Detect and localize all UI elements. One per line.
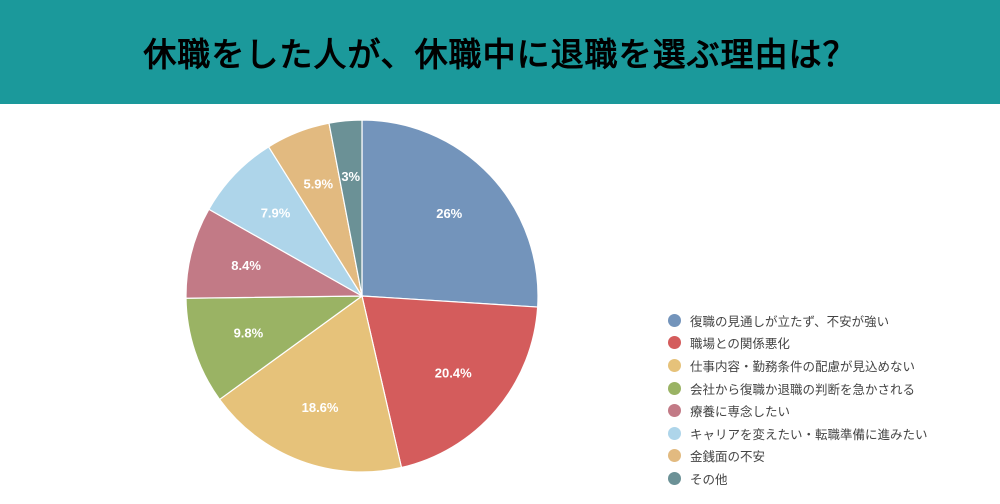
legend: 復職の見通しが立たず、不安が強い 職場との関係悪化仕事内容・勤務条件の配慮が見込め… xyxy=(668,309,928,490)
legend-label: 金銭面の不安 xyxy=(690,449,766,465)
legend-dot-icon xyxy=(668,404,681,418)
legend-item[interactable]: 仕事内容・勤務条件の配慮が見込めない xyxy=(668,354,928,377)
slice-label: 3% xyxy=(341,169,360,184)
legend-item[interactable]: 金銭面の不安 xyxy=(668,445,928,468)
pie-slice xyxy=(328,119,363,297)
slice-label: 26% xyxy=(436,206,462,221)
legend-label: 療養に専念したい xyxy=(690,404,791,420)
legend-dot-icon xyxy=(668,449,681,463)
legend-label: 会社から復職か退職の判断を急かされる xyxy=(690,381,916,397)
legend-dot-icon xyxy=(668,471,681,485)
slice-label: 7.9% xyxy=(261,205,291,220)
legend-label: 復職の見通しが立たず、不安が強い xyxy=(690,313,890,329)
pie-slice xyxy=(185,295,364,401)
pie-slice xyxy=(361,295,539,469)
legend-item[interactable]: 療養に専念したい xyxy=(668,399,928,422)
legend-label: 仕事内容・勤務条件の配慮が見込めない xyxy=(690,358,916,374)
slice-label: 5.9% xyxy=(303,177,333,192)
legend-label: 職場との関係悪化 xyxy=(690,336,790,352)
page-title: 休職をした人が、休職中に退職を選ぶ理由は？ xyxy=(143,35,857,74)
legend-label: その他 xyxy=(690,471,728,487)
pie-chart: 26% 20.4% 18.6% 9.8% 8.4% 7.9% 5.9% 3% 復職の見通しが立… xyxy=(0,104,1000,500)
legend-dot-icon xyxy=(668,313,681,327)
slice-label: 20.4% xyxy=(435,365,472,380)
pie-svg: 26% 20.4% 18.6% 9.8% 8.4% 7.9% 5.9% 3% xyxy=(185,119,539,473)
legend-item[interactable]: キャリアを変えたい・転職準備に進みたい xyxy=(668,422,928,445)
pie-slice xyxy=(185,208,365,299)
slice-label: 9.8% xyxy=(234,326,264,341)
slice-label: 8.4% xyxy=(231,258,261,273)
legend-label: キャリアを変えたい・転職準備に進みたい xyxy=(690,426,928,442)
legend-item[interactable]: 会社から復職か退職の判断を急かされる xyxy=(668,377,928,400)
legend-dot-icon xyxy=(668,426,681,440)
legend-dot-icon xyxy=(668,358,681,372)
pie-slice xyxy=(218,294,403,473)
legend-item[interactable]: その他 xyxy=(668,467,928,490)
header-banner: 休職をした人が、休職中に退職を選ぶ理由は？ xyxy=(0,0,1000,104)
legend-dot-icon xyxy=(668,336,681,350)
slice-label: 18.6% xyxy=(302,400,339,415)
legend-item[interactable]: 復職の見通しが立たず、不安が強い xyxy=(668,309,928,332)
legend-dot-icon xyxy=(668,381,681,395)
pie-slice xyxy=(361,119,539,308)
legend-item[interactable]: 職場との関係悪化 xyxy=(668,332,928,355)
